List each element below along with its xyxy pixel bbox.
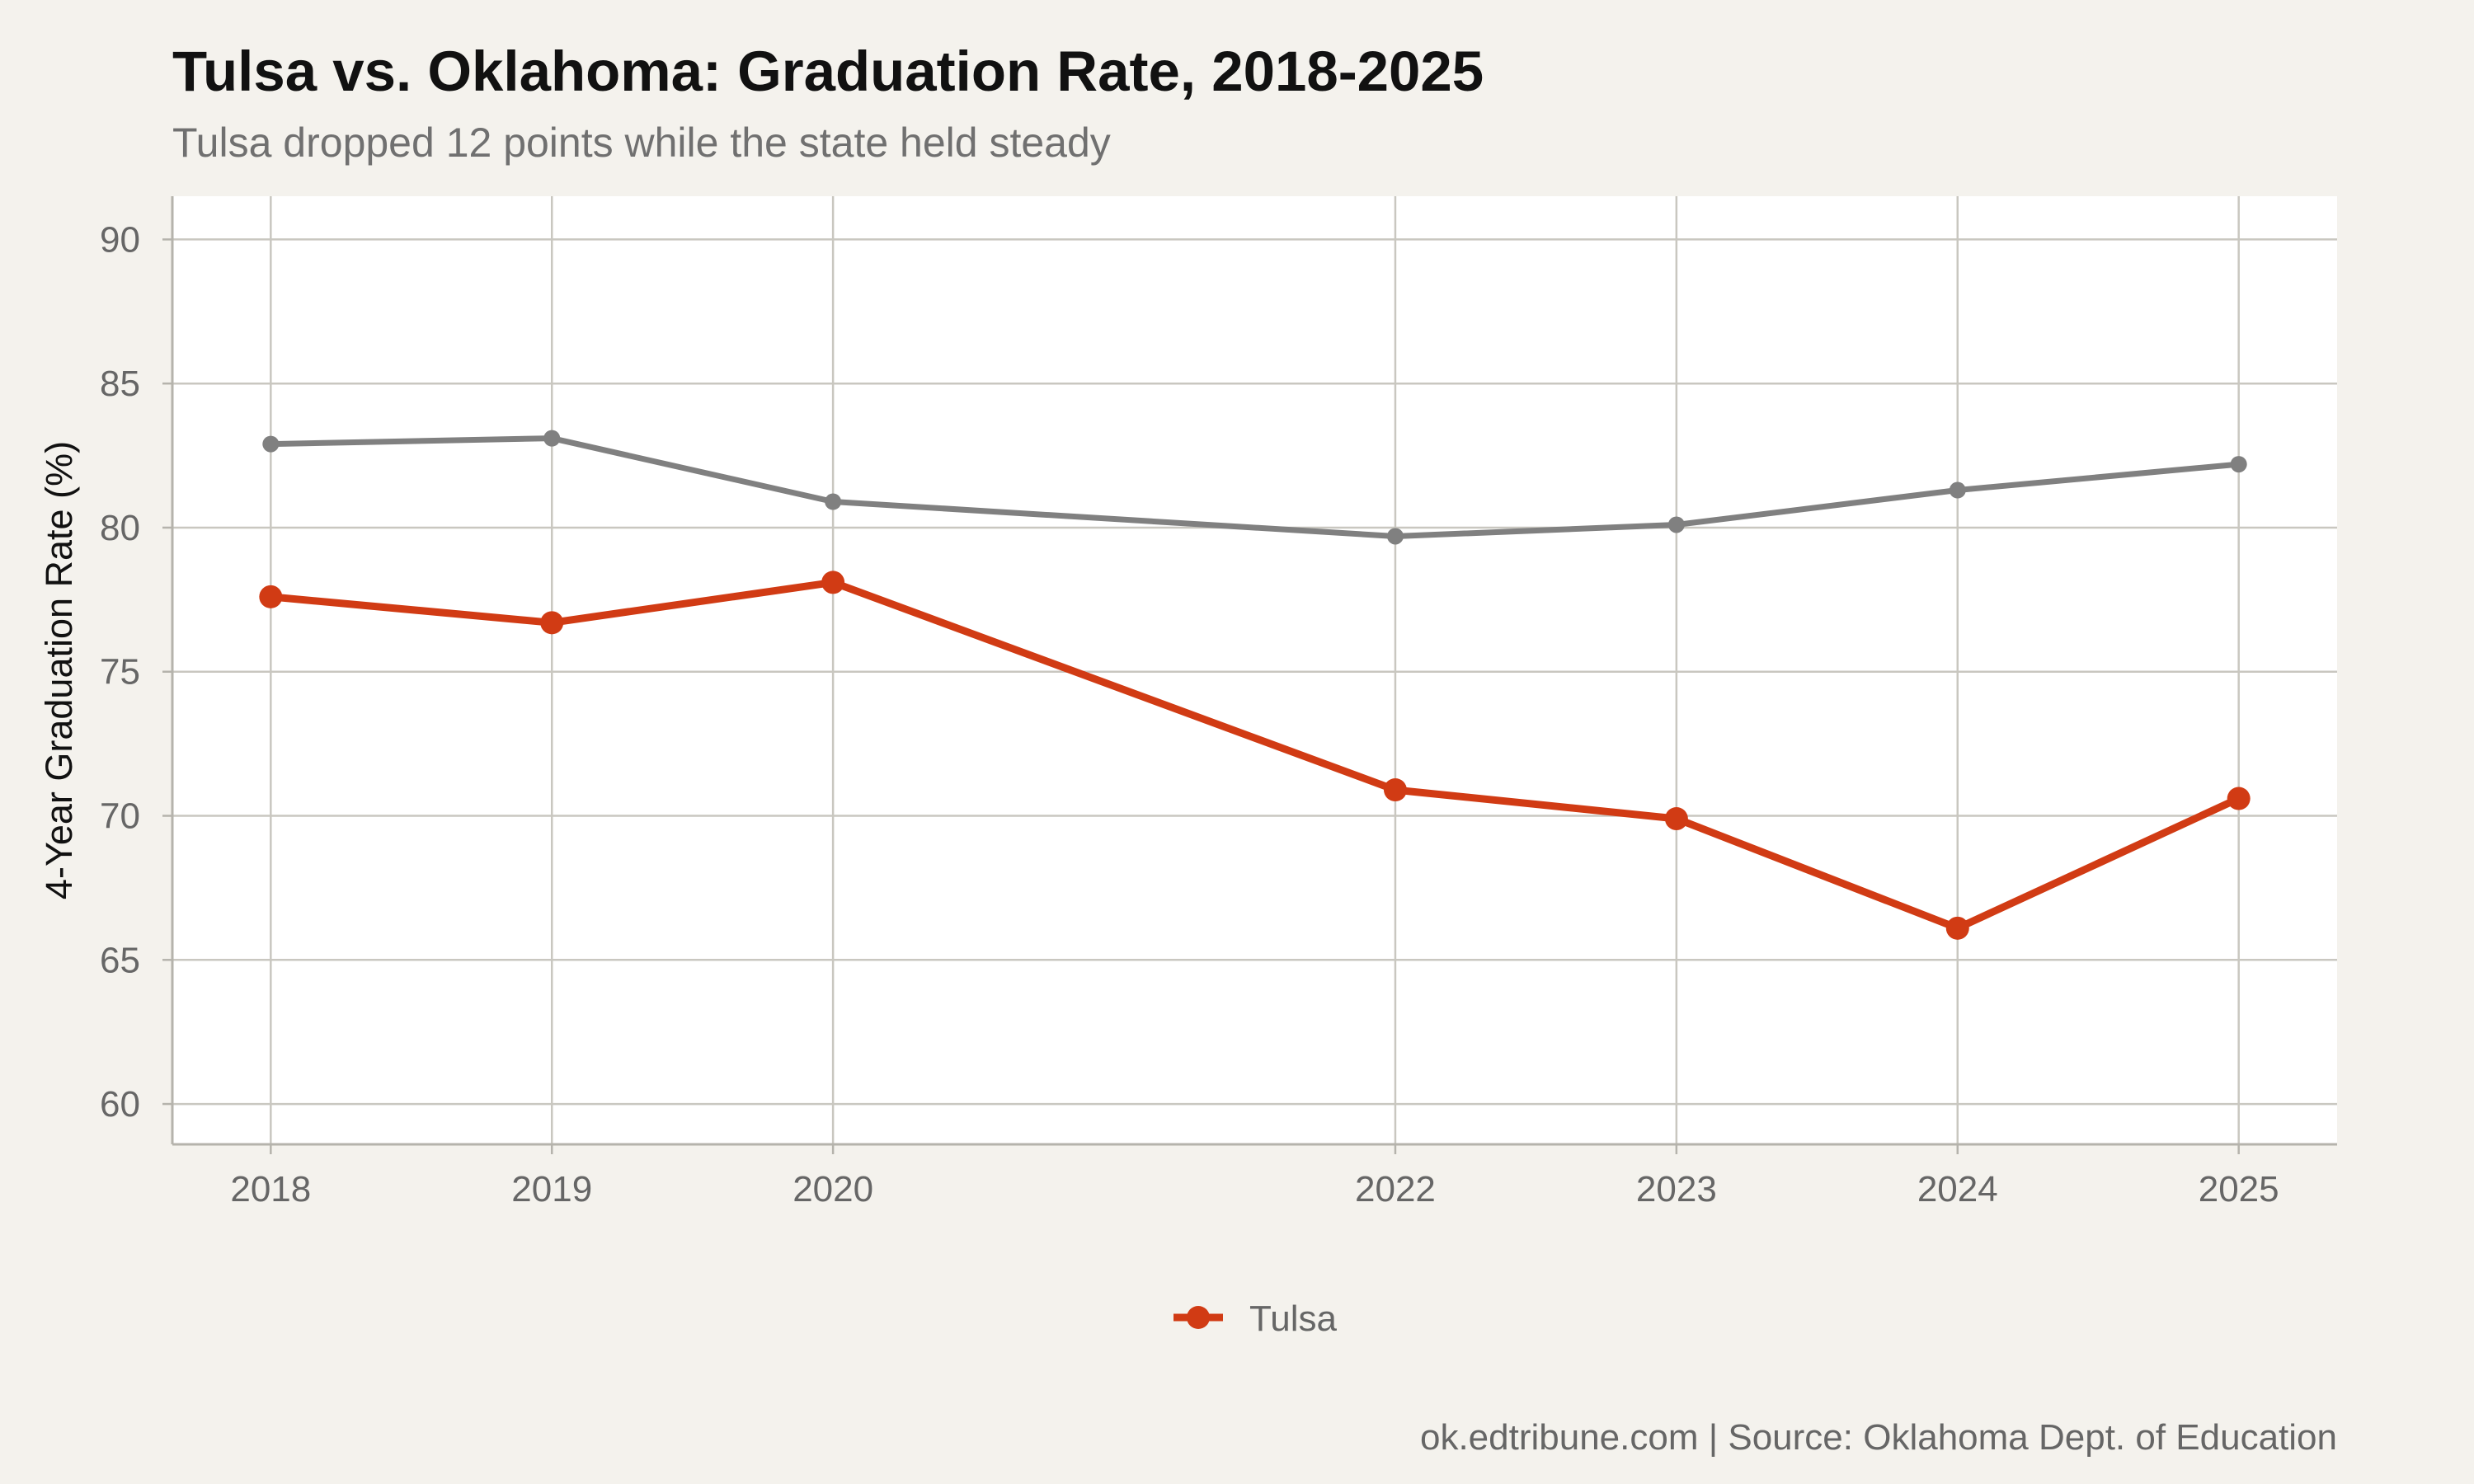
y-tick-label: 85 bbox=[100, 364, 140, 404]
series-tulsa bbox=[259, 571, 2251, 940]
x-tick-label: 2019 bbox=[511, 1169, 592, 1209]
data-point-oklahoma bbox=[262, 435, 280, 453]
source-caption: ok.edtribune.com | Source: Oklahoma Dept… bbox=[1420, 1417, 2337, 1458]
chart-subtitle: Tulsa dropped 12 points while the state … bbox=[172, 120, 1111, 166]
x-tick-label: 2020 bbox=[793, 1169, 873, 1209]
data-point-oklahoma bbox=[543, 430, 561, 447]
legend: Tulsa bbox=[1174, 1298, 1337, 1339]
x-tick-label: 2018 bbox=[230, 1169, 311, 1209]
x-tick-label: 2023 bbox=[1636, 1169, 1717, 1209]
y-tick-label: 80 bbox=[100, 508, 140, 548]
x-tick-label: 2025 bbox=[2199, 1169, 2279, 1209]
legend-key-marker bbox=[1187, 1306, 1210, 1329]
data-point-tulsa bbox=[540, 611, 564, 635]
plot-panel bbox=[172, 196, 2337, 1144]
y-tick-label: 70 bbox=[100, 796, 140, 837]
data-point-tulsa bbox=[1945, 916, 1969, 940]
data-point-oklahoma bbox=[1949, 481, 1966, 499]
data-point-tulsa bbox=[821, 571, 845, 594]
data-point-oklahoma bbox=[2230, 456, 2247, 473]
y-tick-label: 60 bbox=[100, 1084, 140, 1125]
series-oklahoma bbox=[262, 430, 2247, 545]
y-axis-title: 4-Year Graduation Rate (%) bbox=[38, 441, 80, 899]
data-point-oklahoma bbox=[825, 493, 842, 510]
series-layer bbox=[259, 430, 2251, 940]
data-point-tulsa bbox=[259, 585, 283, 608]
y-tick-label: 75 bbox=[100, 652, 140, 693]
tick-labels: 2018 2019 2020 2022 2023 2024 2025 60 65 70 75 80 85… bbox=[100, 219, 2279, 1209]
x-tick-label: 2022 bbox=[1355, 1169, 1436, 1209]
axes bbox=[162, 196, 2337, 1154]
data-point-oklahoma bbox=[1667, 516, 1685, 533]
y-tick-label: 65 bbox=[100, 940, 140, 980]
legend-label-tulsa: Tulsa bbox=[1249, 1298, 1337, 1339]
data-point-tulsa bbox=[2227, 787, 2251, 810]
chart-title: Tulsa vs. Oklahoma: Graduation Rate, 201… bbox=[172, 40, 1484, 103]
data-point-tulsa bbox=[1664, 807, 1688, 831]
x-tick-label: 2024 bbox=[1917, 1169, 1998, 1209]
data-point-tulsa bbox=[1383, 778, 1407, 802]
data-point-oklahoma bbox=[1386, 528, 1404, 545]
y-tick-label: 90 bbox=[100, 219, 140, 260]
gridlines bbox=[172, 196, 2337, 1144]
